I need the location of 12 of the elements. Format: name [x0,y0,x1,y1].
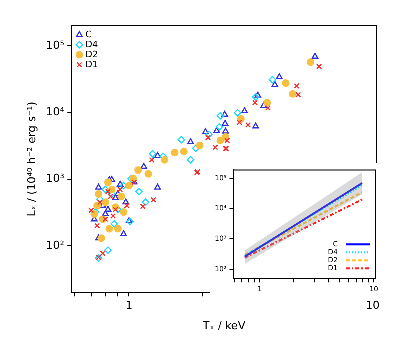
legend-label: C [86,30,92,40]
legend-label: D1 [86,60,98,70]
x-tick-label: 1 [126,299,133,312]
y-tick-label: 10² [46,238,65,252]
y-tick-label: 10³ [46,172,65,186]
legend-label: D4 [86,40,99,50]
legend-label: D2 [86,50,98,60]
y-tick-label: 10⁵ [46,38,65,52]
x-tick-label: 10 [366,299,380,312]
x-axis-title: Tₓ / keV [202,319,246,332]
y-axis-title: Lₓ / (10⁴⁰ h⁻² erg s⁻¹) [25,102,38,217]
y-tick-label: 10⁴ [46,106,66,119]
